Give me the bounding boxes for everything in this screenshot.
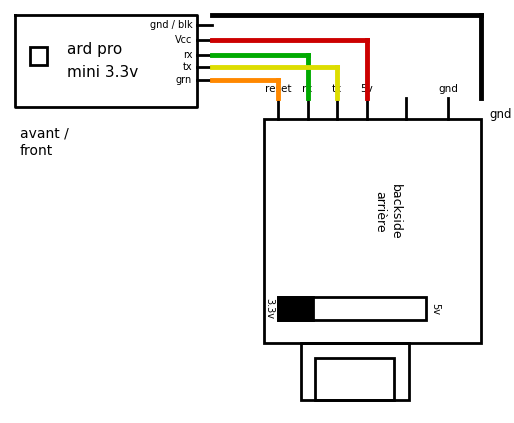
Text: grn: grn <box>176 75 192 85</box>
Bar <box>278 297 314 320</box>
Text: ard pro: ard pro <box>67 42 122 57</box>
Text: rx: rx <box>182 50 192 60</box>
Text: front: front <box>20 144 53 158</box>
Bar <box>301 343 409 400</box>
Text: mini 3.3v: mini 3.3v <box>67 65 138 80</box>
Text: gnd / blk: gnd / blk <box>150 20 192 30</box>
Bar <box>278 297 426 320</box>
Text: 3.3v: 3.3v <box>264 298 274 319</box>
Text: tx: tx <box>182 62 192 72</box>
Bar <box>316 358 394 400</box>
Text: reset: reset <box>265 84 291 94</box>
Bar <box>264 119 481 343</box>
Text: gnd: gnd <box>489 108 511 121</box>
Bar <box>30 47 47 65</box>
Text: rx: rx <box>302 84 313 94</box>
Text: 5v: 5v <box>430 302 440 315</box>
Text: gnd: gnd <box>438 84 458 94</box>
Text: avant /: avant / <box>20 126 68 140</box>
Text: backside
arrière: backside arrière <box>373 184 401 239</box>
Text: 5v: 5v <box>360 84 373 94</box>
Text: Vcc: Vcc <box>175 36 192 46</box>
Text: tx: tx <box>332 84 342 94</box>
